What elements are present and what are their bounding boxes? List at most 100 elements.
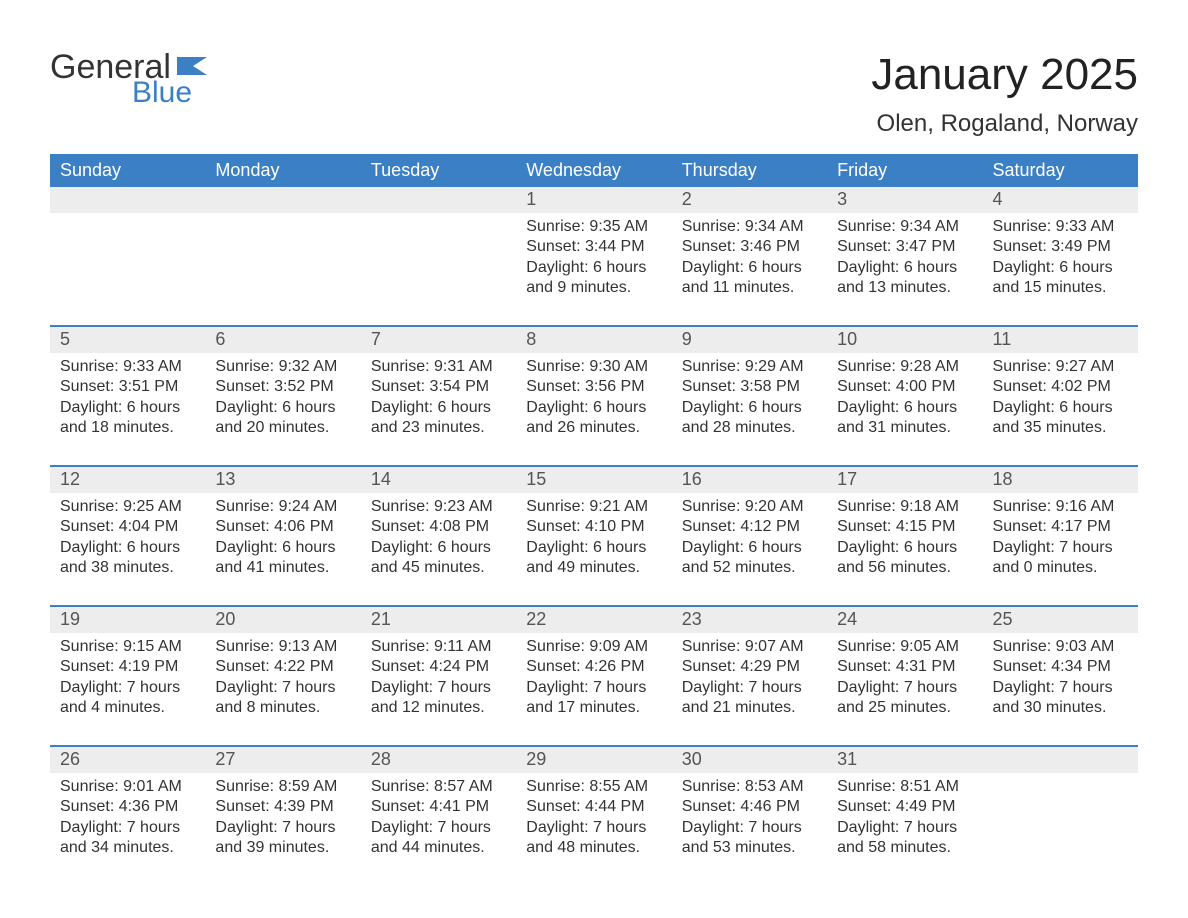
sunrise-line: Sunrise: 9:05 AM [837, 637, 972, 657]
sunset-line: Sunset: 3:51 PM [60, 377, 195, 397]
sunrise-line: Sunrise: 9:15 AM [60, 637, 195, 657]
daylight-value-1: 7 hours [748, 819, 801, 836]
daylight-line-1: Daylight: 6 hours [837, 258, 972, 278]
daylight-line-2: and 58 minutes. [837, 838, 972, 858]
sunrise-line: Sunrise: 9:28 AM [837, 357, 972, 377]
sunset-value: 4:46 PM [740, 798, 800, 815]
sunset-label: Sunset [993, 658, 1043, 675]
daylight-label: Daylight [993, 539, 1051, 556]
day-number: 2 [672, 187, 827, 213]
sunset-value: 4:17 PM [1051, 518, 1111, 535]
daylight-line-2: and 12 minutes. [371, 698, 506, 718]
day-number: 8 [516, 327, 671, 353]
calendar-cell: 11Sunrise: 9:27 AMSunset: 4:02 PMDayligh… [983, 327, 1138, 447]
calendar-cell: 29Sunrise: 8:55 AMSunset: 4:44 PMDayligh… [516, 747, 671, 867]
daylight-value-1: 7 hours [127, 819, 180, 836]
day-body: Sunrise: 9:16 AMSunset: 4:17 PMDaylight:… [983, 493, 1138, 579]
calendar-cell [983, 747, 1138, 867]
daylight-line-2: and 48 minutes. [526, 838, 661, 858]
sunrise-line: Sunrise: 9:29 AM [682, 357, 817, 377]
sunset-line: Sunset: 4:04 PM [60, 517, 195, 537]
calendar-cell: 22Sunrise: 9:09 AMSunset: 4:26 PMDayligh… [516, 607, 671, 727]
day-number: 26 [50, 747, 205, 773]
day-body: Sunrise: 9:35 AMSunset: 3:44 PMDaylight:… [516, 213, 671, 299]
day-number: 18 [983, 467, 1138, 493]
daylight-label: Daylight [837, 539, 895, 556]
daylight-line-2: and 11 minutes. [682, 278, 817, 298]
calendar-cell: 31Sunrise: 8:51 AMSunset: 4:49 PMDayligh… [827, 747, 982, 867]
calendar-cell: 6Sunrise: 9:32 AMSunset: 3:52 PMDaylight… [205, 327, 360, 447]
day-number: 15 [516, 467, 671, 493]
daylight-line-1: Daylight: 7 hours [371, 818, 506, 838]
daylight-label: Daylight [682, 399, 740, 416]
day-body: Sunrise: 9:21 AMSunset: 4:10 PMDaylight:… [516, 493, 671, 579]
day-number: 11 [983, 327, 1138, 353]
daylight-label: Daylight [993, 679, 1051, 696]
daylight-line-2: and 30 minutes. [993, 698, 1128, 718]
sunset-line: Sunset: 4:00 PM [837, 377, 972, 397]
sunrise-label: Sunrise [526, 218, 580, 235]
day-number: 22 [516, 607, 671, 633]
sunset-line: Sunset: 4:24 PM [371, 657, 506, 677]
week-row: 12Sunrise: 9:25 AMSunset: 4:04 PMDayligh… [50, 465, 1138, 587]
sunrise-line: Sunrise: 8:55 AM [526, 777, 661, 797]
sunrise-value: 9:27 AM [1056, 358, 1115, 375]
day-header: Friday [827, 154, 982, 187]
calendar-cell: 24Sunrise: 9:05 AMSunset: 4:31 PMDayligh… [827, 607, 982, 727]
sunrise-value: 9:01 AM [123, 778, 182, 795]
daylight-line-2: and 38 minutes. [60, 558, 195, 578]
day-number: 21 [361, 607, 516, 633]
sunrise-line: Sunrise: 9:21 AM [526, 497, 661, 517]
sunrise-value: 9:29 AM [745, 358, 804, 375]
daylight-line-1: Daylight: 7 hours [60, 678, 195, 698]
daylight-value-1: 6 hours [904, 399, 957, 416]
sunrise-value: 9:32 AM [279, 358, 338, 375]
sunset-label: Sunset [371, 378, 421, 395]
sunset-label: Sunset [993, 238, 1043, 255]
sunset-line: Sunset: 4:10 PM [526, 517, 661, 537]
sunset-value: 4:36 PM [119, 798, 179, 815]
calendar-cell: 16Sunrise: 9:20 AMSunset: 4:12 PMDayligh… [672, 467, 827, 587]
weeks-container: 1Sunrise: 9:35 AMSunset: 3:44 PMDaylight… [50, 187, 1138, 867]
day-number: 28 [361, 747, 516, 773]
location: Olen, Rogaland, Norway [871, 110, 1138, 138]
sunrise-value: 9:03 AM [1056, 638, 1115, 655]
sunset-line: Sunset: 4:49 PM [837, 797, 972, 817]
sunrise-label: Sunrise [837, 498, 891, 515]
calendar-cell: 18Sunrise: 9:16 AMSunset: 4:17 PMDayligh… [983, 467, 1138, 587]
sunset-label: Sunset [526, 518, 576, 535]
day-body: Sunrise: 8:55 AMSunset: 4:44 PMDaylight:… [516, 773, 671, 859]
sunrise-value: 9:18 AM [900, 498, 959, 515]
sunset-label: Sunset [837, 518, 887, 535]
daylight-line-1: Daylight: 6 hours [837, 538, 972, 558]
sunrise-line: Sunrise: 9:09 AM [526, 637, 661, 657]
daylight-line-1: Daylight: 6 hours [526, 258, 661, 278]
daylight-label: Daylight [682, 539, 740, 556]
daylight-line-2: and 15 minutes. [993, 278, 1128, 298]
sunrise-line: Sunrise: 9:34 AM [682, 217, 817, 237]
sunset-value: 3:49 PM [1051, 238, 1111, 255]
daylight-line-2: and 26 minutes. [526, 418, 661, 438]
daylight-label: Daylight [60, 539, 118, 556]
sunset-line: Sunset: 4:34 PM [993, 657, 1128, 677]
day-body: Sunrise: 9:34 AMSunset: 3:47 PMDaylight:… [827, 213, 982, 299]
daylight-value-1: 7 hours [282, 679, 335, 696]
sunrise-label: Sunrise [215, 358, 269, 375]
sunrise-line: Sunrise: 9:20 AM [682, 497, 817, 517]
sunrise-value: 9:05 AM [900, 638, 959, 655]
sunset-value: 4:24 PM [430, 658, 490, 675]
daylight-value-1: 6 hours [438, 539, 491, 556]
sunset-line: Sunset: 4:22 PM [215, 657, 350, 677]
sunset-line: Sunset: 3:52 PM [215, 377, 350, 397]
sunrise-value: 9:07 AM [745, 638, 804, 655]
day-number: 13 [205, 467, 360, 493]
sunset-label: Sunset [371, 658, 421, 675]
calendar-cell: 1Sunrise: 9:35 AMSunset: 3:44 PMDaylight… [516, 187, 671, 307]
daylight-label: Daylight [215, 399, 273, 416]
sunrise-label: Sunrise [837, 218, 891, 235]
sunrise-line: Sunrise: 9:18 AM [837, 497, 972, 517]
sunset-value: 4:34 PM [1051, 658, 1111, 675]
daylight-label: Daylight [837, 819, 895, 836]
day-number [361, 187, 516, 213]
sunrise-line: Sunrise: 8:57 AM [371, 777, 506, 797]
